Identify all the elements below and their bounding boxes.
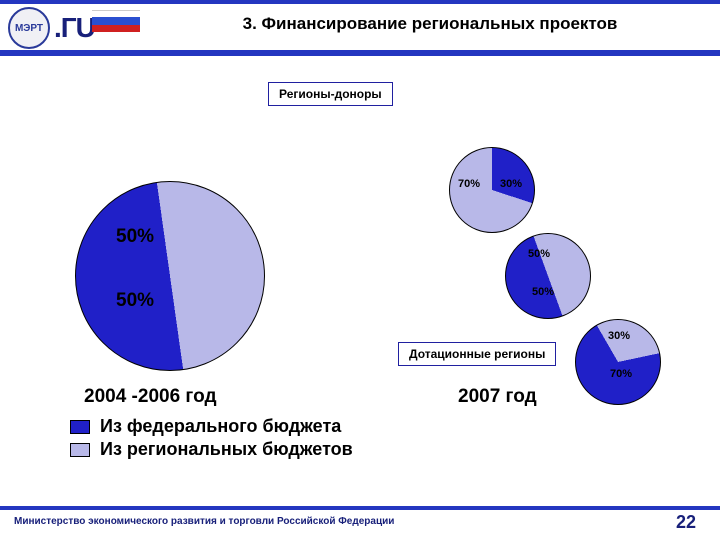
pie-slice-label: 70% bbox=[610, 368, 632, 380]
year-left-label: 2004 -2006 год bbox=[84, 386, 217, 408]
pie-slice-label: 50% bbox=[528, 248, 550, 260]
pie-slice-label: 30% bbox=[500, 178, 522, 190]
header-bar bbox=[0, 0, 720, 4]
year-right-label: 2007 год bbox=[458, 386, 537, 408]
legend-label: Из федерального бюджета bbox=[100, 416, 341, 437]
ru-logo: .ГU bbox=[54, 6, 142, 50]
content-area: Регионы-доноры Дотационные регионы 2004 … bbox=[0, 60, 720, 500]
footer-bar bbox=[0, 506, 720, 510]
footer-text: Министерство экономического развития и т… bbox=[14, 516, 394, 527]
small-pie-1 bbox=[449, 147, 535, 233]
pie-slice-label: 50% bbox=[116, 226, 154, 248]
legend-swatch-federal bbox=[70, 420, 90, 434]
ru-logo-text: .ГU bbox=[54, 12, 95, 44]
pie-slice-label: 50% bbox=[532, 286, 554, 298]
legend-item: Из федерального бюджета bbox=[70, 416, 353, 437]
main-pie-chart bbox=[75, 181, 265, 371]
subsidized-label-box: Дотационные регионы bbox=[398, 342, 556, 366]
legend-swatch-regional bbox=[70, 443, 90, 457]
slide-title-block: 3. Финансирование региональных проектов bbox=[160, 14, 700, 34]
logo-area: МЭРТ .ГU bbox=[8, 6, 142, 50]
legend-item: Из региональных бюджетов bbox=[70, 439, 353, 460]
pie-slice-label: 70% bbox=[458, 178, 480, 190]
page-number: 22 bbox=[676, 512, 696, 533]
pie-slice-label: 30% bbox=[608, 330, 630, 342]
footer: Министерство экономического развития и т… bbox=[0, 506, 720, 540]
slide-title: 3. Финансирование региональных проектов bbox=[243, 14, 618, 33]
legend-label: Из региональных бюджетов bbox=[100, 439, 353, 460]
ministry-logo-icon: МЭРТ bbox=[8, 7, 50, 49]
donors-label-box: Регионы-доноры bbox=[268, 82, 393, 106]
small-pie-2 bbox=[505, 233, 591, 319]
legend: Из федерального бюджета Из региональных … bbox=[70, 416, 353, 462]
header-underline bbox=[0, 50, 720, 56]
russia-flag-icon bbox=[92, 10, 140, 32]
pie-slice-label: 50% bbox=[116, 290, 154, 312]
